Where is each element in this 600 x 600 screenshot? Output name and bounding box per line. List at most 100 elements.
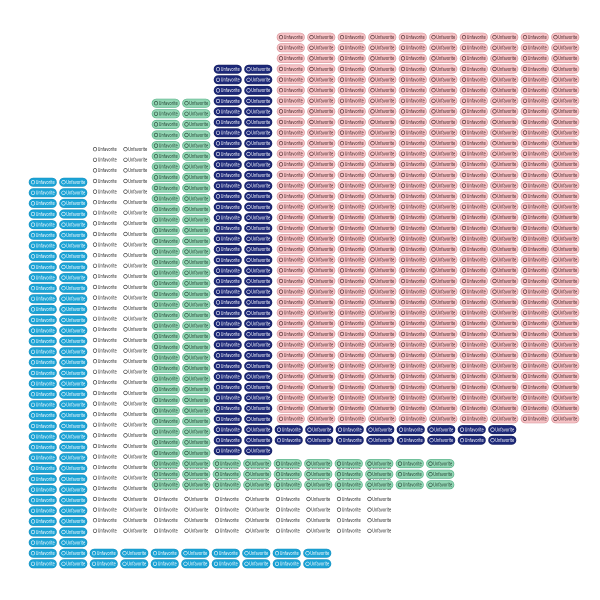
button[interactable]: Unfavorite (520, 329, 549, 339)
button[interactable]: Unfavorite (520, 265, 549, 275)
button[interactable]: Unfavorite (368, 43, 397, 53)
button[interactable]: Unfavorite (307, 149, 336, 159)
button[interactable]: Unfavorite (28, 336, 57, 346)
button[interactable]: Unfavorite (121, 229, 150, 239)
button[interactable]: Unfavorite (212, 469, 241, 479)
button[interactable]: Unfavorite (520, 382, 549, 392)
button[interactable]: Unfavorite (551, 329, 580, 339)
button[interactable]: Unfavorite (337, 117, 366, 127)
button[interactable]: Unfavorite (59, 262, 88, 272)
button[interactable]: Unfavorite (307, 181, 336, 191)
button[interactable]: Unfavorite (90, 144, 119, 154)
button[interactable]: Unfavorite (520, 234, 549, 244)
button[interactable]: Unfavorite (426, 469, 455, 479)
button[interactable]: Unfavorite (28, 432, 57, 442)
button[interactable]: Unfavorite (182, 353, 211, 363)
button[interactable]: Unfavorite (90, 271, 119, 281)
button[interactable]: Unfavorite (90, 208, 119, 218)
button[interactable]: Unfavorite (365, 459, 394, 469)
button[interactable]: Unfavorite (490, 329, 519, 339)
button[interactable]: Unfavorite (337, 191, 366, 201)
button[interactable]: Unfavorite (121, 165, 150, 175)
button[interactable]: Unfavorite (90, 462, 119, 472)
button[interactable]: Unfavorite (307, 106, 336, 116)
button[interactable]: Unfavorite (520, 170, 549, 180)
button[interactable]: Unfavorite (429, 371, 458, 381)
button[interactable]: Unfavorite (520, 85, 549, 95)
button[interactable]: Unfavorite (212, 505, 241, 515)
button[interactable]: Unfavorite (182, 416, 211, 426)
button[interactable]: Unfavorite (59, 379, 88, 389)
button[interactable]: Unfavorite (490, 64, 519, 74)
button[interactable]: Unfavorite (59, 538, 88, 548)
button[interactable]: Unfavorite (182, 289, 211, 299)
button[interactable]: Unfavorite (213, 372, 242, 382)
button[interactable]: Unfavorite (28, 527, 57, 537)
button[interactable]: Unfavorite (398, 371, 427, 381)
button[interactable]: Unfavorite (213, 340, 242, 350)
button[interactable]: Unfavorite (182, 331, 211, 341)
button[interactable]: Unfavorite (276, 32, 305, 42)
button[interactable]: Unfavorite (551, 181, 580, 191)
button[interactable]: Unfavorite (90, 218, 119, 228)
button[interactable]: Unfavorite (368, 53, 397, 63)
button[interactable]: Unfavorite (520, 43, 549, 53)
button[interactable]: Unfavorite (244, 308, 273, 318)
button[interactable]: Unfavorite (459, 64, 488, 74)
button[interactable]: Unfavorite (398, 53, 427, 63)
button[interactable]: Unfavorite (457, 435, 486, 445)
button[interactable]: Unfavorite (520, 212, 549, 222)
button[interactable]: Unfavorite (28, 421, 57, 431)
button[interactable]: Unfavorite (213, 244, 242, 254)
button[interactable]: Unfavorite (90, 377, 119, 387)
button[interactable]: Unfavorite (334, 469, 363, 479)
button[interactable]: Unfavorite (244, 64, 273, 74)
button[interactable]: Unfavorite (490, 234, 519, 244)
button[interactable]: Unfavorite (368, 202, 397, 212)
button[interactable]: Unfavorite (213, 255, 242, 265)
button[interactable]: Unfavorite (520, 350, 549, 360)
button[interactable]: Unfavorite (429, 32, 458, 42)
button[interactable]: Unfavorite (429, 75, 458, 85)
button[interactable]: Unfavorite (121, 240, 150, 250)
button[interactable]: Unfavorite (490, 106, 519, 116)
button[interactable]: Unfavorite (368, 329, 397, 339)
button[interactable]: Unfavorite (337, 32, 366, 42)
button[interactable]: Unfavorite (429, 308, 458, 318)
button[interactable]: Unfavorite (551, 403, 580, 413)
button[interactable]: Unfavorite (244, 350, 273, 360)
button[interactable]: Unfavorite (90, 229, 119, 239)
button[interactable]: Unfavorite (520, 202, 549, 212)
button[interactable]: Unfavorite (459, 340, 488, 350)
button[interactable]: Unfavorite (334, 459, 363, 469)
button[interactable]: Unfavorite (551, 244, 580, 254)
button[interactable]: Unfavorite (59, 368, 88, 378)
button[interactable]: Unfavorite (121, 409, 150, 419)
button[interactable]: Unfavorite (182, 119, 211, 129)
button[interactable]: Unfavorite (368, 244, 397, 254)
button[interactable]: Unfavorite (490, 138, 519, 148)
button[interactable]: Unfavorite (459, 287, 488, 297)
button[interactable]: Unfavorite (490, 350, 519, 360)
button[interactable]: Unfavorite (59, 400, 88, 410)
button[interactable]: Unfavorite (28, 315, 57, 325)
button[interactable]: Unfavorite (28, 485, 57, 495)
button[interactable]: Unfavorite (307, 287, 336, 297)
button[interactable]: Unfavorite (274, 435, 303, 445)
button[interactable]: Unfavorite (150, 559, 179, 569)
button[interactable]: Unfavorite (335, 435, 364, 445)
button[interactable]: Unfavorite (337, 96, 366, 106)
button[interactable]: Unfavorite (212, 494, 241, 504)
button[interactable]: Unfavorite (307, 350, 336, 360)
button[interactable]: Unfavorite (59, 315, 88, 325)
button[interactable]: Unfavorite (244, 393, 273, 403)
button[interactable]: Unfavorite (429, 223, 458, 233)
button[interactable]: Unfavorite (182, 384, 211, 394)
button[interactable]: Unfavorite (520, 223, 549, 233)
button[interactable]: Unfavorite (213, 149, 242, 159)
button[interactable]: Unfavorite (551, 287, 580, 297)
button[interactable]: Unfavorite (244, 435, 273, 445)
button[interactable]: Unfavorite (551, 43, 580, 53)
button[interactable]: Unfavorite (121, 324, 150, 334)
button[interactable]: Unfavorite (334, 480, 363, 490)
